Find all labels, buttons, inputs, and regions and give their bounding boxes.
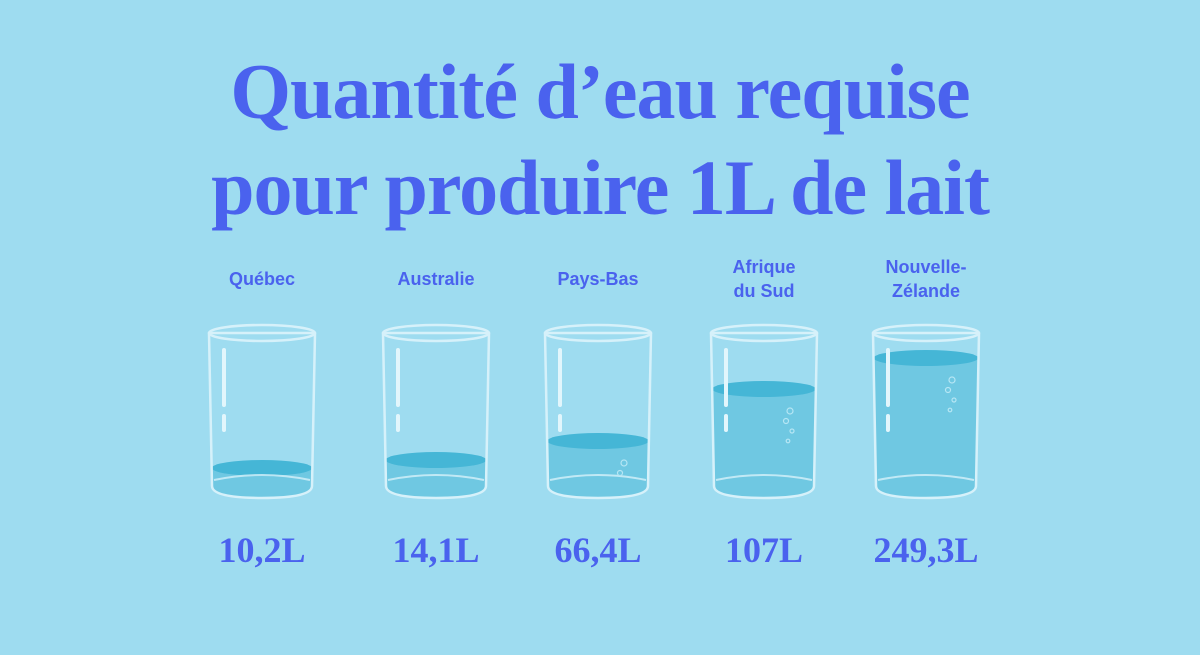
glass-rim <box>709 323 819 343</box>
water-surface <box>547 433 649 449</box>
country-label: Afrique <box>733 257 796 277</box>
glass-rim <box>871 323 981 343</box>
country-label: Pays-Bas <box>557 269 638 289</box>
glass <box>207 323 317 500</box>
glass <box>871 323 981 500</box>
title-line: pour produire 1L de lait <box>211 144 990 231</box>
water-surface <box>712 381 816 397</box>
value-label: 10,2L <box>218 530 305 570</box>
title-line: Quantité d’eau requise <box>230 48 969 135</box>
glass-outline <box>207 331 317 500</box>
water-surface <box>385 452 487 468</box>
glass-base <box>715 474 813 481</box>
value-label: 14,1L <box>392 530 479 570</box>
bubble <box>948 376 956 384</box>
water <box>873 358 979 498</box>
country-label: Québec <box>229 269 295 289</box>
country-label: Australie <box>397 269 474 289</box>
glass-outline <box>381 331 491 500</box>
bubble <box>616 469 624 477</box>
glass-rim <box>381 323 491 343</box>
glass-base <box>387 474 485 481</box>
glass <box>709 323 819 500</box>
glass-base <box>877 474 975 481</box>
glass-rim <box>543 323 653 343</box>
glass <box>381 323 491 500</box>
value-label: 66,4L <box>554 530 641 570</box>
glass-rim <box>207 323 317 343</box>
country-label: du Sud <box>734 281 795 301</box>
bubble <box>785 438 791 444</box>
bubble <box>789 428 795 434</box>
value-label: 107L <box>725 530 803 570</box>
glass-outline <box>871 331 981 500</box>
country-label: Nouvelle- <box>885 257 966 277</box>
glass <box>543 323 653 500</box>
bubble <box>947 407 953 413</box>
water-surface <box>211 460 313 476</box>
water-surface <box>873 350 979 366</box>
bubble <box>944 386 952 394</box>
bubble <box>951 397 957 403</box>
glass-base <box>549 474 647 481</box>
country-label: Zélande <box>892 281 960 301</box>
water <box>711 389 817 498</box>
bubble <box>782 417 790 425</box>
glass-outline <box>543 331 653 500</box>
water <box>545 441 651 498</box>
bubble <box>786 407 794 415</box>
value-label: 249,3L <box>873 530 978 570</box>
glass-base <box>213 474 311 481</box>
glass-outline <box>709 331 819 500</box>
bubble <box>620 459 628 467</box>
